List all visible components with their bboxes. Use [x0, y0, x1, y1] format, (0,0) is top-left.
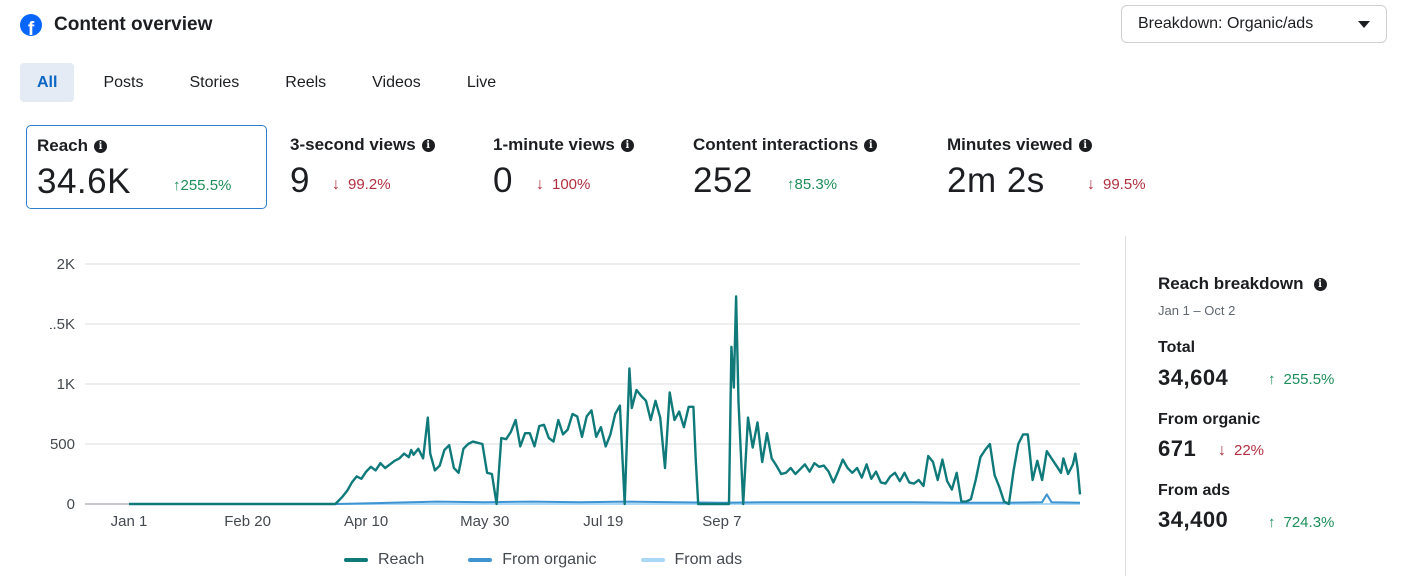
breakdown-value-total: 34,604: [1158, 365, 1229, 390]
metric-change: 99.5%: [1103, 176, 1146, 193]
metric-change: 99.2%: [348, 176, 391, 193]
reach-line-chart[interactable]: 0 500 1K 1.5K 2K Jan 1 Feb 20 Apr 10 May 30 Jul 1…: [50, 240, 1110, 540]
legend-label: From ads: [674, 551, 743, 568]
info-icon[interactable]: i: [620, 138, 634, 152]
page-title: Content overview: [54, 14, 213, 35]
x-tick-label: May 30: [460, 513, 509, 530]
info-icon[interactable]: i: [421, 138, 435, 152]
x-tick-label: Sep 7: [702, 513, 741, 530]
date-range: Jan 1 – Oct 2: [1158, 303, 1236, 318]
tab-posts[interactable]: Posts: [103, 73, 144, 91]
arrow-down-icon: ↓: [536, 176, 544, 193]
x-tick-label: Apr 10: [344, 513, 388, 530]
metric-label: Content interactions: [693, 135, 859, 154]
info-icon[interactable]: i: [1313, 277, 1327, 291]
metric-value: 34.6K: [37, 162, 131, 201]
legend-label: Reach: [378, 551, 425, 568]
breakdown-value-ads: 34,400: [1158, 507, 1229, 532]
metric-value: 2m 2s: [947, 161, 1045, 200]
legend-item-from-ads[interactable]: From ads: [640, 551, 743, 569]
metric-card-3-second-views[interactable]: 3-second views i 9 ↓ 99.2%: [280, 125, 470, 209]
x-tick-label: Jul 19: [583, 513, 623, 530]
metric-card-1-minute-views[interactable]: 1-minute views i 0 ↓ 100%: [483, 125, 673, 209]
content-tabs: All Posts Stories Reels Videos Live: [20, 63, 525, 102]
legend-label: From organic: [502, 551, 597, 568]
breakdown-label-organic: From organic: [1158, 411, 1261, 428]
metric-value: 252: [693, 161, 753, 200]
metric-change: 100%: [552, 176, 591, 193]
legend-item-reach[interactable]: Reach: [344, 551, 424, 569]
x-tick-label: Jan 1: [111, 513, 148, 530]
reach-line[interactable]: [129, 295, 1082, 506]
metric-change: 255.5%: [180, 177, 232, 194]
y-tick-label: 500: [50, 436, 75, 453]
breakdown-label-ads: From ads: [1158, 482, 1231, 499]
metric-label: 3-second views: [290, 135, 416, 154]
metric-label: Minutes viewed: [947, 135, 1073, 154]
metric-card-content-interactions[interactable]: Content interactions i 252 ↑85.3%: [683, 125, 923, 209]
info-icon[interactable]: i: [864, 138, 878, 152]
arrow-up-icon: ↑: [1268, 371, 1276, 388]
y-tick-label: 1.5K: [50, 316, 75, 333]
y-tick-label: 0: [67, 496, 75, 513]
info-icon[interactable]: i: [94, 139, 108, 153]
breakdown-value-organic: 671: [1158, 436, 1197, 461]
legend-item-from-organic[interactable]: From organic: [468, 551, 597, 569]
legend-swatch: [640, 558, 665, 562]
metric-change: 85.3%: [794, 176, 838, 193]
panel-divider: [1125, 236, 1126, 576]
breakdown-select-label: Breakdown: Organic/ads: [1138, 15, 1314, 32]
metric-label: Reach: [37, 136, 89, 155]
metric-label: 1-minute views: [493, 135, 615, 154]
facebook-icon: f: [20, 14, 42, 36]
legend-swatch: [468, 558, 493, 562]
caret-down-icon: [1358, 21, 1370, 28]
tab-all[interactable]: All: [20, 63, 75, 102]
arrow-down-icon: ↓: [332, 176, 340, 193]
breakdown-change-ads: 724.3%: [1283, 514, 1335, 531]
tab-live[interactable]: Live: [466, 73, 497, 91]
y-tick-label: 1K: [57, 376, 75, 393]
breakdown-label-total: Total: [1158, 339, 1196, 356]
from-organic-line[interactable]: [129, 493, 1081, 505]
legend-swatch: [344, 558, 368, 562]
tab-reels[interactable]: Reels: [285, 73, 327, 91]
breakdown-change-organic: 22%: [1234, 442, 1265, 459]
y-tick-label: 2K: [57, 256, 75, 273]
tab-videos[interactable]: Videos: [372, 73, 421, 91]
reach-breakdown-panel: Reach breakdown i Jan 1 – Oct 2 Total 34…: [1158, 274, 1388, 532]
metric-value: 9: [290, 161, 310, 200]
tab-stories[interactable]: Stories: [189, 73, 240, 91]
info-icon[interactable]: i: [1078, 138, 1092, 152]
arrow-up-icon: ↑: [1268, 514, 1276, 531]
arrow-down-icon: ↓: [1218, 442, 1226, 459]
arrow-down-icon: ↓: [1087, 176, 1095, 193]
breakdown-change-total: 255.5%: [1283, 371, 1335, 388]
x-tick-label: Feb 20: [224, 513, 271, 530]
chart-legend: Reach From organic From ads: [344, 551, 786, 569]
breakdown-select[interactable]: Breakdown: Organic/ads: [1121, 5, 1387, 43]
metric-value: 0: [493, 161, 513, 200]
header: f Content overview: [20, 12, 212, 38]
metric-card-reach[interactable]: Reach i 34.6K ↑255.5%: [26, 125, 267, 209]
metric-card-minutes-viewed[interactable]: Minutes viewed i 2m 2s ↓ 99.5%: [937, 125, 1177, 209]
reach-breakdown-title: Reach breakdown: [1158, 274, 1304, 293]
arrow-up-icon: ↑: [787, 176, 795, 193]
arrow-up-icon: ↑: [173, 177, 181, 194]
